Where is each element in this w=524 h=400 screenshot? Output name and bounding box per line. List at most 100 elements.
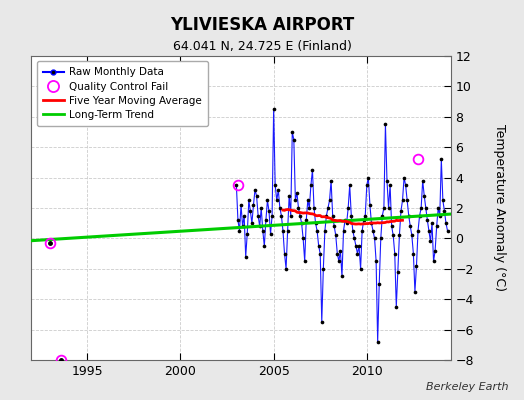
Point [314, 243, 323, 249]
Point [352, 243, 360, 249]
Point [240, 212, 248, 219]
Point [426, 238, 434, 245]
Point [260, 243, 268, 249]
Point [303, 197, 312, 204]
Point [395, 232, 403, 238]
Point [251, 186, 259, 193]
Point [386, 182, 394, 188]
Point [359, 217, 368, 223]
Point [305, 205, 313, 211]
Point [277, 212, 286, 219]
Point [254, 212, 263, 219]
Y-axis label: Temperature Anomaly (°C): Temperature Anomaly (°C) [494, 124, 506, 292]
Point [272, 197, 281, 204]
Point [318, 319, 326, 325]
Point [429, 258, 438, 264]
Point [338, 273, 346, 280]
Point [428, 220, 436, 226]
Point [321, 228, 329, 234]
Point [381, 121, 390, 128]
Point [276, 205, 284, 211]
Point [348, 228, 357, 234]
Point [437, 156, 445, 162]
Point [246, 208, 255, 214]
Point [366, 202, 374, 208]
Point [249, 202, 258, 208]
Point [313, 228, 321, 234]
Point [377, 235, 385, 242]
Point [327, 178, 335, 184]
Point [387, 223, 396, 230]
Point [307, 182, 315, 188]
Point [293, 190, 301, 196]
Text: YLIVIESKA AIRPORT: YLIVIESKA AIRPORT [170, 16, 354, 34]
Point [420, 193, 429, 199]
Point [412, 262, 421, 269]
Point [285, 193, 293, 199]
Point [280, 250, 289, 257]
Point [439, 197, 447, 204]
Point [401, 182, 410, 188]
Point [370, 235, 379, 242]
Point [283, 228, 292, 234]
Point [324, 205, 332, 211]
Point [291, 197, 300, 204]
Point [435, 212, 444, 219]
Point [330, 223, 339, 230]
Point [425, 228, 433, 234]
Point [274, 186, 282, 193]
Point [374, 338, 382, 345]
Point [358, 228, 366, 234]
Point [431, 247, 439, 254]
Point [235, 228, 244, 234]
Point [238, 223, 247, 230]
Point [414, 228, 422, 234]
Point [296, 212, 304, 219]
Point [257, 205, 266, 211]
Point [300, 258, 309, 264]
Point [263, 197, 271, 204]
Point [271, 182, 279, 188]
Point [325, 197, 334, 204]
Text: 64.041 N, 24.725 E (Finland): 64.041 N, 24.725 E (Finland) [172, 40, 352, 53]
Point [384, 205, 392, 211]
Point [398, 197, 407, 204]
Point [350, 235, 358, 242]
Point [397, 208, 405, 214]
Point [434, 205, 442, 211]
Point [294, 205, 303, 211]
Point [253, 193, 261, 199]
Point [248, 220, 256, 226]
Point [361, 212, 369, 219]
Point [443, 228, 452, 234]
Point [299, 235, 308, 242]
Point [308, 167, 316, 173]
Point [266, 231, 275, 237]
Point [378, 212, 387, 219]
Point [258, 228, 267, 234]
Point [319, 266, 328, 272]
Point [316, 250, 324, 257]
Point [245, 197, 253, 204]
Point [417, 205, 425, 211]
Point [268, 212, 276, 219]
Point [355, 243, 363, 249]
Point [279, 228, 287, 234]
Point [403, 197, 411, 204]
Point [423, 217, 432, 223]
Point [419, 178, 427, 184]
Point [243, 231, 252, 237]
Point [322, 212, 331, 219]
Point [353, 250, 362, 257]
Point [363, 182, 371, 188]
Point [392, 304, 400, 310]
Point [345, 182, 354, 188]
Point [409, 250, 418, 257]
Point [341, 217, 350, 223]
Point [400, 174, 408, 181]
Point [380, 205, 388, 211]
Point [406, 223, 414, 230]
Point [344, 205, 352, 211]
Point [389, 232, 397, 238]
Point [390, 250, 399, 257]
